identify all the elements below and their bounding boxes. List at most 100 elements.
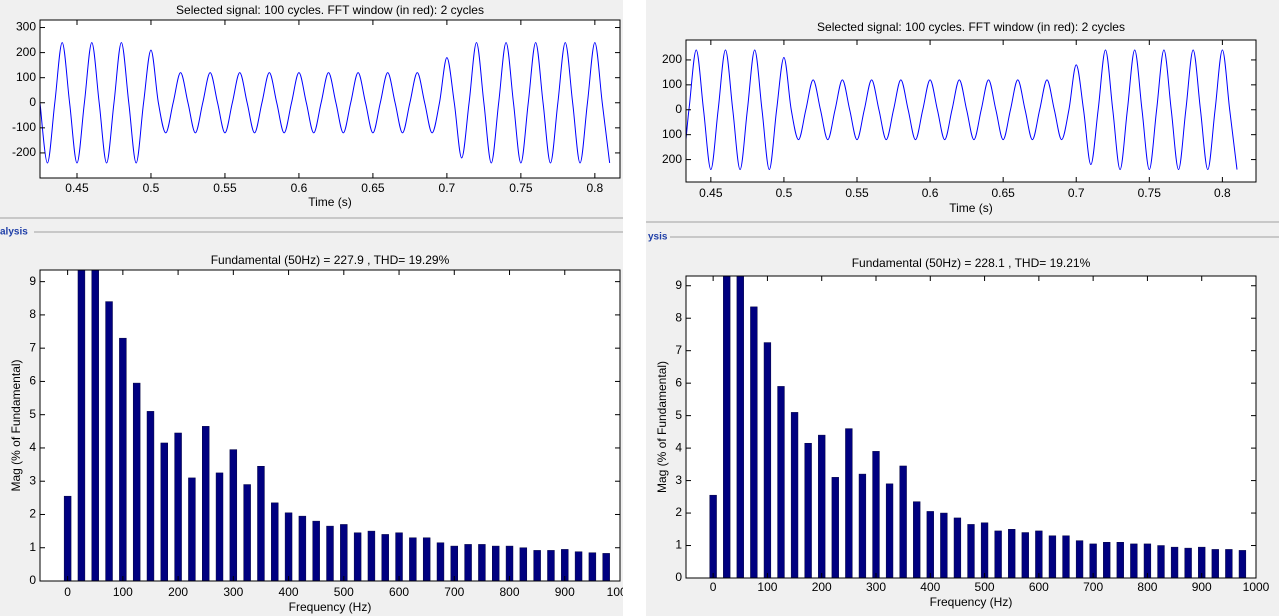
y-tick-label: 0: [29, 573, 36, 587]
chart-title: Fundamental (50Hz) = 227.9 , THD= 19.29%: [211, 253, 450, 267]
axes-box: [685, 275, 1257, 579]
bar: [967, 524, 975, 578]
bar: [1021, 532, 1029, 578]
bar: [953, 517, 962, 578]
section-label: ysis: [648, 232, 668, 243]
bar: [736, 276, 744, 578]
bar: [132, 382, 141, 581]
bar: [422, 537, 431, 581]
signal-line: [686, 49, 1238, 171]
x-tick-label: 0: [64, 585, 71, 599]
bar: [574, 551, 583, 581]
bar: [160, 442, 168, 581]
bar: [188, 477, 196, 581]
bar: [312, 520, 320, 581]
axes-box: [685, 39, 1257, 183]
x-tick-label: 0.55: [845, 186, 869, 200]
bar: [940, 512, 948, 578]
bar: [1116, 542, 1124, 578]
bar: [1103, 542, 1111, 578]
y-tick-label: 100: [662, 127, 682, 141]
x-tick-label: 600: [389, 585, 409, 599]
bar: [298, 515, 307, 581]
bar: [105, 301, 113, 581]
y-tick-label: 200: [662, 52, 682, 66]
bar: [395, 532, 403, 581]
bar: [119, 337, 127, 581]
x-tick-label: 0.8: [587, 181, 604, 195]
bar: [1035, 530, 1043, 578]
bar: [174, 432, 182, 581]
bar: [1130, 543, 1138, 578]
x-tick-label: 0: [710, 580, 717, 594]
x-axis-label: Time (s): [308, 195, 352, 209]
y-tick-label: 5: [675, 408, 682, 422]
y-tick-label: 4: [29, 440, 36, 454]
bar: [790, 412, 799, 578]
x-tick-label: 0.5: [143, 181, 160, 195]
chart: Fundamental (50Hz) = 227.9 , THD= 19.29%…: [9, 253, 634, 614]
x-tick-label: 800: [500, 585, 520, 599]
y-tick-label: 300: [16, 20, 36, 34]
x-tick-label: 300: [866, 580, 886, 594]
x-tick-label: 0.65: [361, 181, 385, 195]
x-tick-label: 1000: [607, 585, 634, 599]
y-tick-label: 9: [29, 274, 36, 288]
axes-box: [39, 19, 621, 179]
bar: [505, 545, 514, 581]
bar: [146, 411, 155, 581]
x-axis-label: Time (s): [949, 201, 993, 215]
x-tick-label: 0.6: [291, 181, 308, 195]
bar: [1048, 535, 1057, 578]
bar: [763, 342, 772, 578]
bar: [1157, 545, 1165, 578]
bar: [845, 428, 853, 578]
x-tick-label: 0.45: [699, 186, 723, 200]
y-tick-label: 1: [29, 540, 36, 554]
x-tick-label: 0.6: [922, 186, 939, 200]
x-tick-label: 500: [334, 585, 354, 599]
x-tick-label: 300: [223, 585, 243, 599]
x-tick-label: 0.45: [65, 181, 89, 195]
y-tick-label: 200: [16, 45, 36, 59]
bar: [723, 276, 731, 578]
chart: Selected signal: 100 cycles. FFT window …: [12, 3, 621, 209]
bar: [750, 306, 758, 578]
x-tick-label: 0.5: [776, 186, 793, 200]
y-tick-label: 100: [16, 70, 36, 84]
y-tick-label: 7: [675, 343, 682, 357]
bar: [450, 545, 458, 581]
y-tick-label: 8: [29, 307, 36, 321]
bar: [994, 530, 1002, 578]
bar: [1211, 549, 1219, 578]
bar: [547, 550, 555, 581]
bar: [91, 270, 99, 581]
bar: [381, 534, 389, 581]
y-tick-label: 2: [675, 505, 682, 519]
y-tick-label: 0: [675, 570, 682, 584]
bar: [478, 544, 486, 581]
y-tick-label: -200: [12, 145, 36, 159]
x-tick-label: 0.7: [1068, 186, 1085, 200]
bar: [436, 542, 445, 581]
bar: [1238, 550, 1247, 578]
bar: [533, 550, 541, 581]
bar: [215, 472, 224, 581]
y-tick-label: 0: [675, 102, 682, 116]
x-tick-label: 400: [279, 585, 299, 599]
x-tick-label: 600: [1029, 580, 1049, 594]
x-tick-label: 0.55: [213, 181, 237, 195]
bar: [353, 532, 362, 581]
axes-box: [39, 269, 621, 582]
bar: [519, 547, 528, 581]
x-axis-label: Frequency (Hz): [930, 595, 1013, 609]
bar: [804, 442, 812, 578]
bar: [1225, 549, 1233, 578]
x-tick-label: 900: [1192, 580, 1212, 594]
x-tick-label: 200: [168, 585, 188, 599]
chart-title: Selected signal: 100 cycles. FFT window …: [176, 3, 484, 17]
section-label: alysis: [0, 227, 28, 238]
y-tick-label: 9: [675, 278, 682, 292]
bar: [492, 545, 500, 581]
